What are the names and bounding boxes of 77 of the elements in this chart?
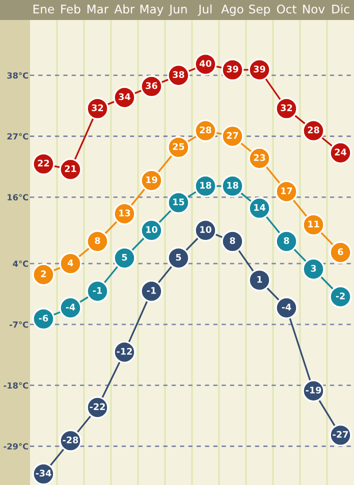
data-label: 18 (227, 182, 238, 189)
x-tick-label: Feb (61, 4, 80, 14)
data-label: 10 (200, 226, 212, 233)
data-label: -27 (332, 430, 348, 438)
data-label: 39 (254, 66, 266, 72)
point (59, 252, 82, 275)
data-label: -1 (146, 287, 156, 294)
data-label: 1 (257, 276, 262, 283)
data-label: -22 (90, 403, 105, 410)
data-label: 34 (118, 93, 130, 100)
x-tick-label: Mar (88, 4, 109, 14)
data-label: 21 (64, 165, 76, 172)
data-label: 18 (200, 182, 212, 189)
point (248, 268, 271, 292)
y-tick-label: 16°C (8, 194, 28, 200)
point (32, 263, 55, 286)
x-tick-label: Ene (34, 4, 54, 14)
data-label: 11 (308, 220, 320, 228)
x-tick-label: Oct (276, 4, 296, 14)
data-label: 36 (146, 82, 158, 90)
data-label: 25 (172, 143, 184, 150)
data-label: 32 (280, 104, 292, 112)
x-tick-label: Abr (114, 4, 135, 14)
data-label: 39 (226, 66, 238, 72)
data-label: -19 (306, 386, 322, 394)
x-tick-label: Jun (168, 4, 187, 16)
y-tick-label: 27°C (7, 133, 28, 140)
point (113, 246, 136, 270)
x-tick-label: Ago (221, 4, 244, 16)
data-label: 40 (200, 60, 212, 67)
y-tick-label: 4°C (12, 260, 28, 267)
x-tick-label: Dic (332, 4, 350, 14)
data-label: 8 (94, 237, 100, 244)
y-tick-label: -7°C (10, 321, 28, 328)
x-tick-label: May (140, 4, 164, 16)
point (221, 230, 244, 253)
data-label: 28 (200, 126, 212, 134)
point (86, 230, 109, 253)
data-label: 3 (310, 264, 316, 272)
data-label: 8 (284, 237, 290, 244)
data-label: 15 (173, 198, 184, 206)
data-label: -34 (36, 470, 52, 477)
y-tick-label: -18°C (4, 382, 28, 389)
data-label: 17 (281, 188, 292, 194)
data-label: 22 (38, 160, 49, 166)
data-label: -2 (336, 292, 345, 300)
data-label: 32 (92, 104, 103, 112)
point (329, 241, 352, 264)
point (302, 258, 325, 280)
data-label: -28 (62, 436, 78, 444)
data-label: -1 (92, 287, 102, 294)
y-tick-label: -29°C (4, 443, 28, 450)
data-label: 5 (176, 254, 182, 261)
data-label: 10 (146, 226, 158, 233)
y-tick-label: 38°C (7, 72, 28, 79)
data-label: 38 (172, 71, 184, 78)
data-label: 5 (122, 254, 128, 261)
data-label: 13 (119, 210, 130, 216)
data-label: 23 (254, 154, 266, 162)
data-label: -4 (282, 304, 292, 310)
data-label: -4 (66, 304, 76, 310)
data-label: 2 (41, 270, 46, 278)
data-label: 14 (254, 204, 266, 211)
point (275, 230, 298, 253)
x-tick-label: Nov (303, 4, 325, 14)
data-label: 6 (338, 248, 344, 256)
data-label: 8 (230, 237, 236, 244)
point (167, 246, 190, 270)
data-label: -12 (116, 348, 132, 355)
data-label: 19 (146, 176, 158, 184)
x-tick-label: Sep (249, 4, 270, 16)
data-label: 27 (226, 132, 238, 139)
data-label: 24 (334, 148, 346, 156)
x-tick-label: Jul (198, 4, 212, 16)
data-label: -6 (38, 314, 48, 322)
data-label: 28 (308, 126, 320, 134)
data-label: 4 (68, 259, 74, 266)
